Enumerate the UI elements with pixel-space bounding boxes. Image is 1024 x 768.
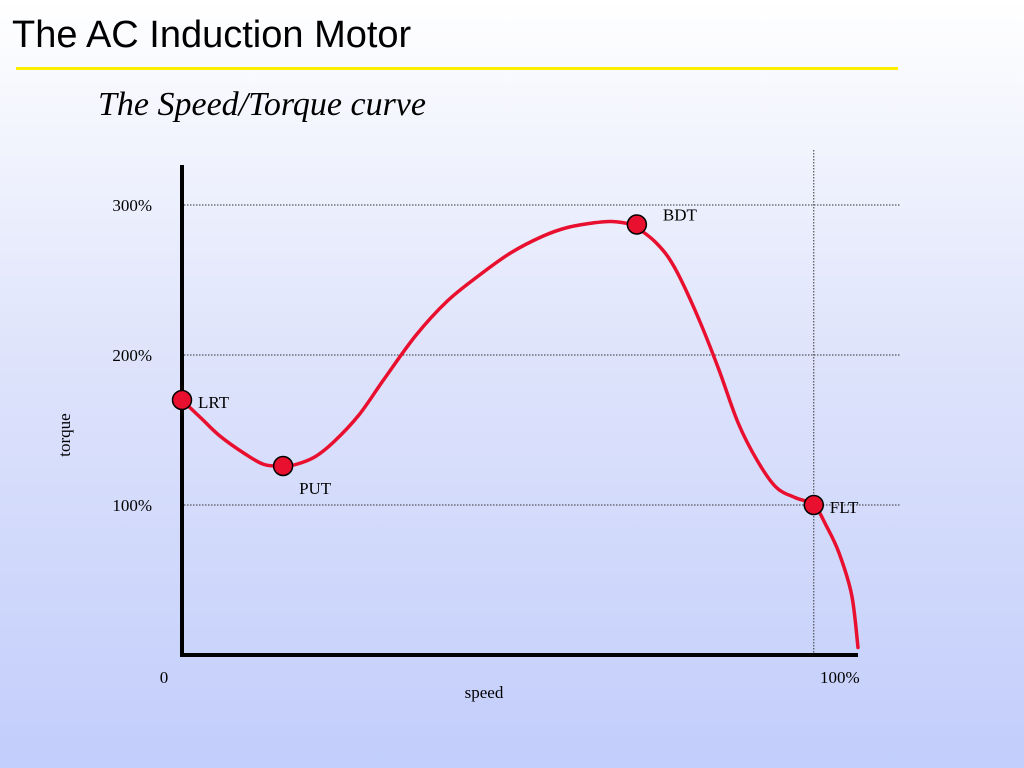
point-lrt-label: LRT — [198, 393, 230, 412]
y-axis-label: torque — [55, 413, 74, 456]
point-flt-marker — [803, 494, 825, 516]
title-divider — [16, 67, 898, 70]
point-put-label: PUT — [299, 479, 332, 498]
axes — [180, 165, 858, 657]
point-flt-label: FLT — [830, 498, 859, 517]
point-lrt-marker — [171, 389, 193, 411]
y-tick-label: 100% — [112, 496, 152, 515]
x-tick-label: 0 — [160, 668, 169, 687]
point-put-marker — [272, 455, 294, 477]
y-tick-label: 200% — [112, 346, 152, 365]
slide-subtitle: The Speed/Torque curve — [98, 86, 426, 123]
y-tick-label: 300% — [112, 196, 152, 215]
point-bdt-marker — [626, 214, 648, 235]
data-points: LRT PUT BDT FLT — [171, 206, 859, 517]
x-tick-label: 100% — [820, 668, 860, 687]
series — [180, 219, 860, 650]
x-axis-label: speed — [465, 683, 504, 702]
slide-title: The AC Induction Motor — [12, 14, 412, 56]
grid-lines — [184, 150, 900, 653]
torque-curve — [180, 219, 860, 650]
point-bdt-label: BDT — [663, 206, 698, 225]
tick-labels: 100% 200% 300% 0 100% — [112, 196, 859, 687]
